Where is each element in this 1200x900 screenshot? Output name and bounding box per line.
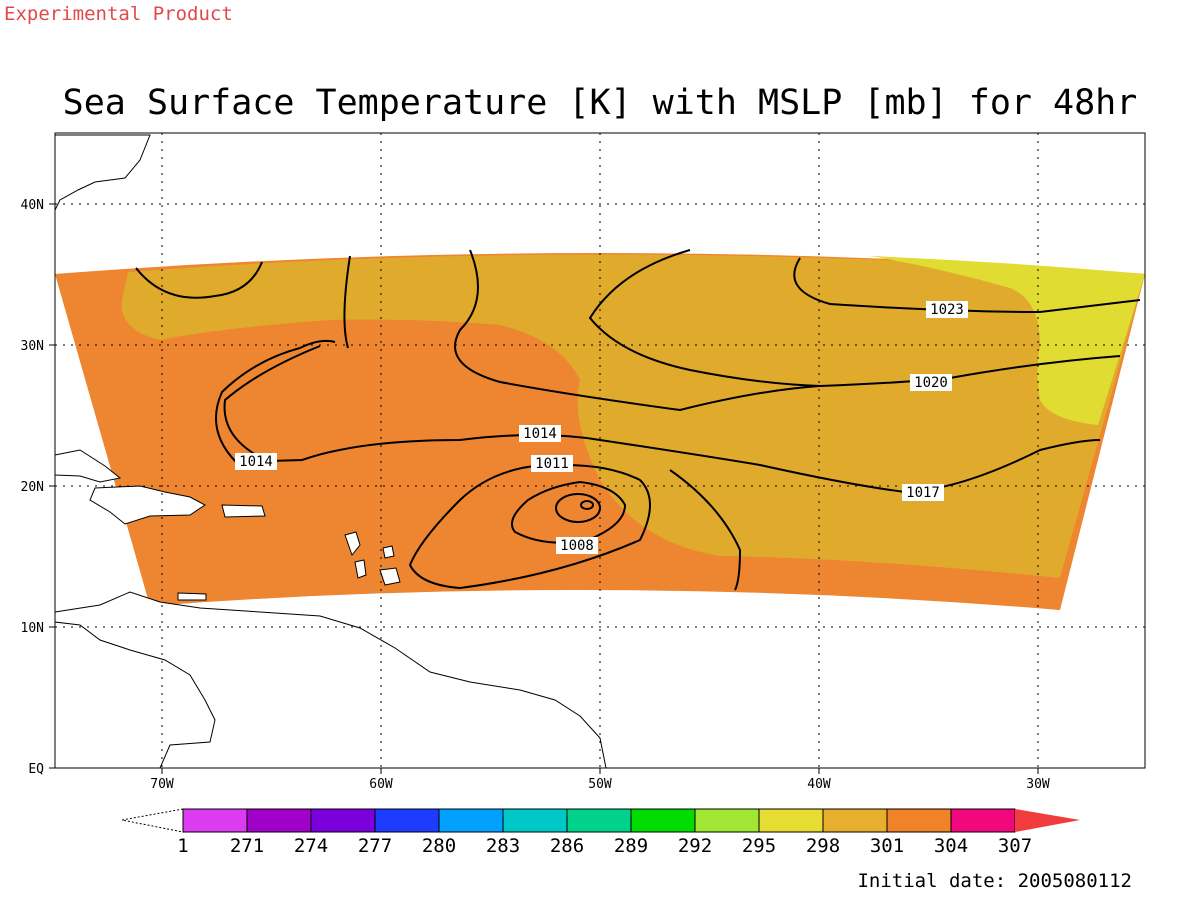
isobar-label-1023: 1023	[926, 301, 968, 318]
x-tick-60w: 60W	[369, 777, 393, 792]
isobar-label-1023-text: 1023	[930, 302, 964, 318]
isobar-labels: 1023 1020 1014 1014 1011 1008	[235, 301, 968, 554]
isobar-label-1008-text: 1008	[560, 538, 594, 554]
isobar-label-1014-west: 1014	[235, 453, 277, 470]
sst-field-mild	[870, 256, 1145, 425]
y-tick-30n: 30N	[21, 339, 44, 354]
colorbar-label: 292	[678, 835, 712, 857]
colorbar-cell	[822, 808, 888, 833]
colorbar-cell	[502, 808, 568, 833]
colorbar-label: 280	[422, 835, 456, 857]
isobar-label-1014-west-text: 1014	[239, 454, 273, 470]
colorbar-label: 295	[742, 835, 776, 857]
colorbar-label: 304	[934, 835, 968, 857]
isobar-1011	[408, 463, 742, 591]
hispaniola-island	[89, 485, 206, 525]
isobar-label-1008: 1008	[556, 537, 598, 554]
isobar-label-1011: 1011	[531, 455, 573, 472]
axis-ticks: 70W 60W 50W 40W 30W EQ 10N 20N 30N 40N	[21, 198, 1050, 792]
isobar-label-1014-east-text: 1014	[523, 426, 557, 442]
colorbar-cells	[182, 808, 1016, 833]
isobar-label-1020-text: 1020	[914, 375, 948, 391]
colorbar-label: 289	[614, 835, 648, 857]
colorbar-left-arrow	[121, 808, 184, 833]
initial-date: Initial date: 2005080112	[857, 870, 1132, 892]
isobar-label-1017: 1017	[902, 484, 944, 501]
y-tick-20n: 20N	[21, 480, 44, 495]
isobar-1008	[511, 480, 627, 544]
colorbar-label: 298	[806, 835, 840, 857]
trinidad-island	[379, 567, 401, 586]
colorbar-label: 301	[870, 835, 904, 857]
axis-tick-marks	[49, 203, 1039, 774]
isobar-1005	[555, 493, 601, 523]
y-tick-40n: 40N	[21, 198, 44, 213]
colorbar-label: 286	[550, 835, 584, 857]
isobar-label-1011-text: 1011	[535, 456, 569, 472]
colorbar-right-arrow	[1015, 809, 1080, 832]
isobar-label-1014-east: 1014	[519, 425, 561, 442]
colorbar: 1 271 274 277 280 283 286 289 292 295 298 301 304 307	[121, 808, 1080, 857]
isobar-1020	[343, 249, 1121, 412]
x-tick-30w: 30W	[1026, 777, 1050, 792]
colorbar-cell	[566, 808, 632, 833]
isobar-1017	[223, 345, 321, 463]
coastlines	[54, 134, 607, 769]
colorbar-label: 1	[177, 835, 188, 857]
colorbar-cell	[758, 808, 824, 833]
x-tick-50w: 50W	[588, 777, 612, 792]
antilles-islands	[177, 531, 395, 601]
x-tick-40w: 40W	[807, 777, 831, 792]
north-america-coast	[54, 134, 151, 211]
colorbar-labels: 1 271 274 277 280 283 286 289 292 295 298 301 304 307	[177, 835, 1032, 857]
sst-field-hot-corner	[960, 578, 1062, 610]
colorbar-label: 307	[998, 835, 1032, 857]
colorbar-cell	[694, 808, 760, 833]
gridlines	[55, 133, 1145, 768]
y-tick-10n: 10N	[21, 621, 44, 636]
colorbar-label: 274	[294, 835, 328, 857]
colorbar-cell	[246, 808, 312, 833]
x-tick-70w: 70W	[150, 777, 174, 792]
experimental-product-label: Experimental Product	[4, 3, 233, 25]
colorbar-cell	[438, 808, 504, 833]
sst-field-warm	[121, 254, 1146, 578]
colorbar-cell	[182, 808, 248, 833]
colorbar-cell	[630, 808, 696, 833]
colorbar-cell	[310, 808, 376, 833]
colorbar-label: 271	[230, 835, 264, 857]
puerto-rico-island	[221, 504, 266, 518]
cuba-island	[54, 449, 122, 483]
colorbar-cell	[886, 808, 952, 833]
isobar-1002	[580, 500, 594, 510]
south-america-coast	[54, 591, 607, 769]
isobar-label-1020: 1020	[910, 374, 952, 391]
isobar-1014	[215, 339, 1101, 494]
colorbar-cell	[374, 808, 440, 833]
colorbar-label: 283	[486, 835, 520, 857]
colorbar-cell	[950, 808, 1016, 833]
isobar-label-1017-text: 1017	[906, 485, 940, 501]
map-plot-area: 1023 1020 1014 1014 1011 1008	[54, 132, 1146, 769]
y-tick-eq: EQ	[28, 762, 44, 777]
colorbar-label: 277	[358, 835, 392, 857]
chart-title: Sea Surface Temperature [K] with MSLP [m…	[63, 83, 1138, 123]
